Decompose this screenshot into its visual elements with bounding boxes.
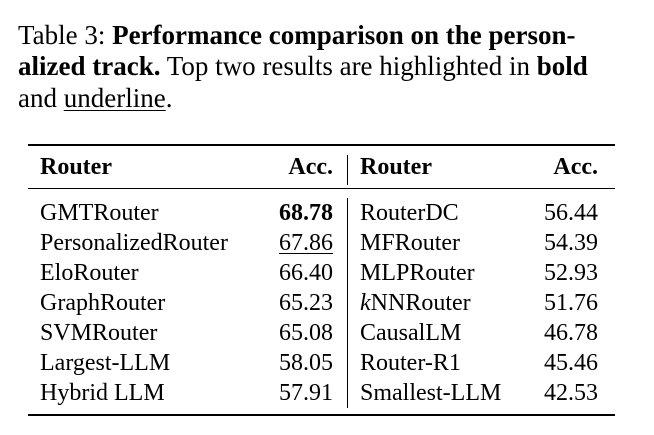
caption-line: alized track. Top two results are highli… — [18, 51, 588, 81]
table-cell: kNNRouter — [360, 289, 471, 317]
text-segment: 46.78 — [544, 320, 598, 346]
column-divider — [347, 198, 348, 408]
table-cell: 46.78 — [544, 319, 598, 347]
bottom-rule — [28, 414, 615, 416]
text-segment: 54.39 — [544, 230, 598, 256]
text-segment: GMTRouter — [40, 200, 159, 226]
header-cell: Router — [360, 154, 432, 180]
table-cell: MLPRouter — [360, 259, 475, 287]
table-cell: 54.39 — [544, 229, 598, 257]
table-cell: GMTRouter — [40, 199, 159, 227]
caption-line: Table 3: Performance comparison on the p… — [18, 20, 576, 50]
text-segment: RouterDC — [360, 200, 459, 226]
table-cell: GraphRouter — [40, 289, 165, 317]
table-cell: Hybrid LLM — [40, 379, 165, 407]
text-segment: MFRouter — [360, 230, 461, 256]
top-rule — [28, 144, 615, 146]
text-segment: Largest-LLM — [40, 350, 171, 376]
table-cell: 68.78 — [279, 199, 333, 227]
text-segment: Smallest-LLM — [360, 380, 502, 406]
text-segment: SVMRouter — [40, 320, 158, 346]
table-cell: Largest-LLM — [40, 349, 170, 377]
text-segment: MLPRouter — [360, 260, 475, 286]
text-segment: 57.91 — [279, 380, 333, 406]
table-cell: 45.46 — [544, 349, 598, 377]
text-segment: bold — [536, 51, 588, 81]
text-segment: k — [360, 290, 371, 316]
header-cell: Acc. — [288, 154, 333, 180]
text-segment: Performance comparison on the person- — [112, 20, 576, 50]
table-cell: RouterDC — [360, 199, 459, 227]
table-cell: EloRouter — [40, 259, 139, 287]
table-cell: 42.53 — [544, 379, 598, 407]
text-segment: 45.46 — [544, 350, 598, 376]
text-segment: EloRouter — [40, 260, 139, 286]
table-cell: 58.05 — [279, 349, 333, 377]
table-cell: 57.91 — [279, 379, 333, 407]
text-segment: 67.86 — [279, 230, 333, 256]
text-segment: alized track. — [18, 51, 161, 81]
table-cell: Router-R1 — [360, 349, 461, 377]
text-segment: Table 3: — [18, 20, 113, 50]
table-cell: 52.93 — [544, 259, 598, 287]
text-segment: Top two results are highlighted in — [160, 51, 537, 81]
caption-line: and underline. — [18, 83, 172, 113]
text-segment: Hybrid LLM — [40, 380, 165, 406]
text-segment: NNRouter — [370, 290, 471, 316]
table-cell: 56.44 — [544, 199, 598, 227]
table-cell: 67.86 — [279, 229, 333, 257]
text-segment: PersonalizedRouter — [40, 230, 228, 256]
text-segment: 51.76 — [544, 290, 598, 316]
header-cell: Acc. — [553, 154, 598, 180]
text-segment: Router-R1 — [360, 350, 461, 376]
mid-rule — [28, 188, 615, 189]
column-divider — [347, 155, 348, 185]
table-cell: CausalLM — [360, 319, 461, 347]
text-segment: GraphRouter — [40, 290, 166, 316]
table-cell: 66.40 — [279, 259, 333, 287]
text-segment: 58.05 — [279, 350, 333, 376]
table-cell: 65.23 — [279, 289, 333, 317]
text-segment: CausalLM — [360, 320, 462, 346]
table-cell: SVMRouter — [40, 319, 157, 347]
text-segment: 65.08 — [279, 320, 333, 346]
text-segment: 66.40 — [279, 260, 333, 286]
text-segment: and — [18, 83, 64, 113]
text-segment: 56.44 — [544, 200, 598, 226]
table-cell: PersonalizedRouter — [40, 229, 228, 257]
table-cell: 65.08 — [279, 319, 333, 347]
text-segment: 65.23 — [279, 290, 333, 316]
table-cell: MFRouter — [360, 229, 460, 257]
text-segment: underline — [63, 83, 166, 113]
text-segment: . — [165, 83, 173, 113]
text-segment: 68.78 — [279, 200, 333, 226]
header-cell: Router — [40, 154, 112, 180]
table-cell: Smallest-LLM — [360, 379, 501, 407]
table-cell: 51.76 — [544, 289, 598, 317]
text-segment: 42.53 — [544, 380, 598, 406]
text-segment: 52.93 — [544, 260, 598, 286]
